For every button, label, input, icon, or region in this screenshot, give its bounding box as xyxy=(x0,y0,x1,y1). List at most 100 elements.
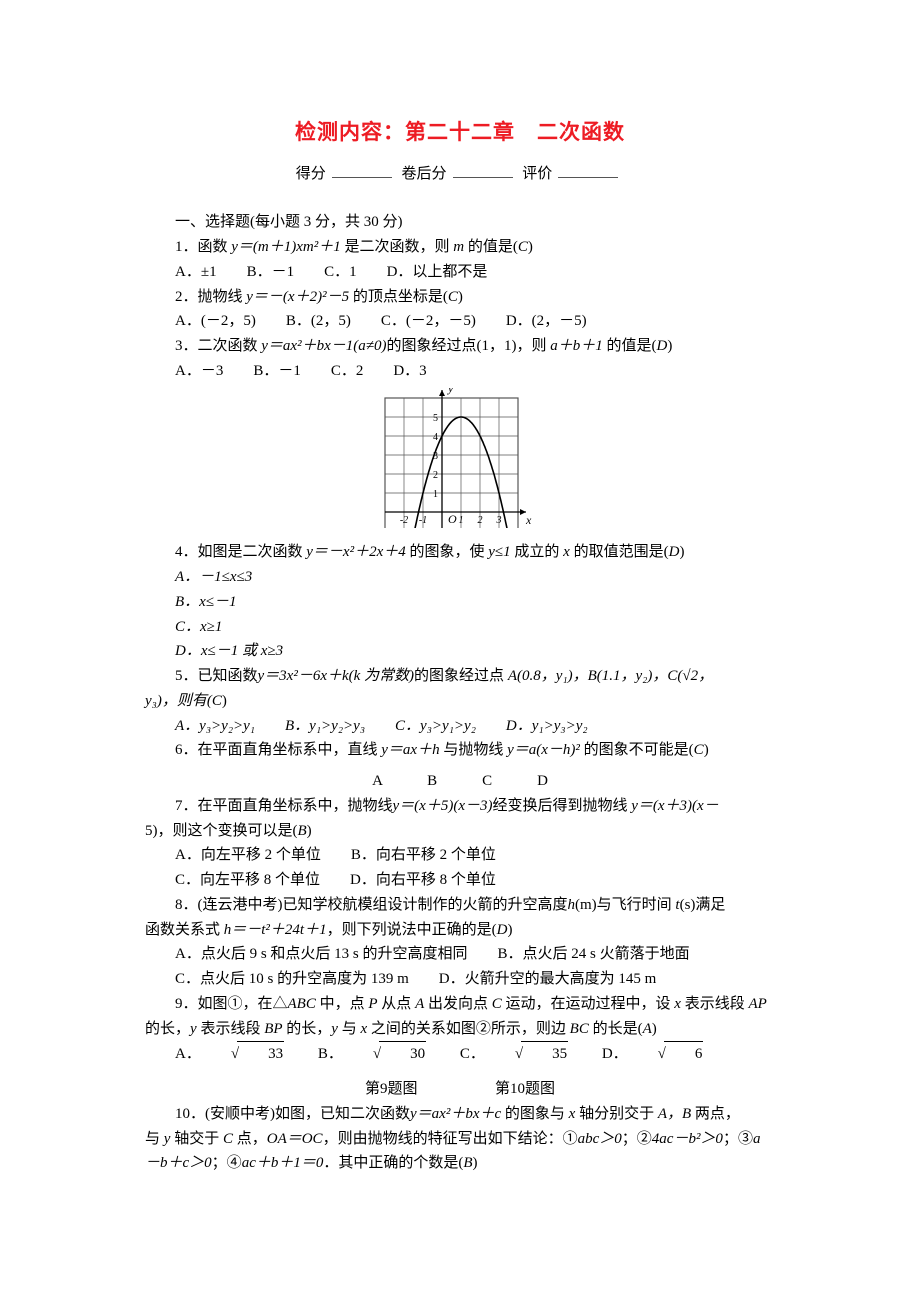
q5-options: A．y₃>y₂>y₁ B．y₁>y₂>y₃ C．y₃>y₁>y₂ D．y₁>y₃… xyxy=(145,714,775,739)
q2-text-b: 的顶点坐标是( xyxy=(349,289,448,305)
q1-m: m xyxy=(453,239,464,255)
q4-answer: D xyxy=(669,544,680,560)
q9-text-h: 的长， xyxy=(283,1021,332,1037)
q9-line2a: 的长， xyxy=(145,1021,190,1037)
q10-text-e: 轴交于 xyxy=(170,1131,223,1147)
q10-text-c: 轴分别交于 xyxy=(575,1106,658,1122)
q4-ob-t: B．x≤－1 xyxy=(175,594,237,610)
svg-text:1: 1 xyxy=(433,489,438,500)
q3: 3．二次函数 y＝ax²＋bx－1(a≠0)的图象经过点(1，1)，则 a＋b＋… xyxy=(145,334,775,359)
q1-text-b: 是二次函数，则 xyxy=(341,239,454,255)
q8-opts-2: C．点火后 10 s 的升空高度为 139 m D．火箭升空的最大高度为 145… xyxy=(145,967,775,992)
q2-text-c: ) xyxy=(458,289,463,305)
q4-od: D．x≤－1 或 x≥3 xyxy=(145,639,775,664)
q2-options: A．(－2，5) B．(2，5) C．(－2，－5) D．(2，－5) xyxy=(145,309,775,334)
q9-oa-v: 33 xyxy=(237,1041,284,1067)
svg-text:y: y xyxy=(447,388,454,395)
q10-text-i: ；③ xyxy=(723,1131,753,1147)
q10-e2: 4ac－b²＞0 xyxy=(652,1131,723,1147)
q7-expr1: y＝(x＋5)(x－3) xyxy=(393,798,493,814)
q10: 10．(安顺中考)如图，已知二次函数 y＝ax²＋bx＋c 的图象与 x 轴分别… xyxy=(145,1102,775,1176)
q8-text-d: ，则下列说法中正确的是( xyxy=(327,922,497,938)
q10-text-j: ；④ xyxy=(212,1155,242,1171)
q6-text-c: 的图象不可能是( xyxy=(580,742,694,758)
q9-y: y xyxy=(190,1021,197,1037)
q9-oa-pre: A． xyxy=(175,1046,201,1062)
q3-text-a: 3．二次函数 xyxy=(175,338,261,354)
q4-text-e: ) xyxy=(679,544,684,560)
q10-expr: y＝ax²＋bx＋c xyxy=(410,1106,501,1122)
q3-text-b: 的图象经过点(1，1)，则 xyxy=(386,338,550,354)
q5: 5．已知函数 y＝3x²－6x＋k(k 为常数)的图象经过点 A(0.8，y₁)… xyxy=(145,664,775,714)
q7-tail: 5)，则这个变换可以是( xyxy=(145,823,298,839)
q4-oc-t: C．x≥1 xyxy=(175,619,222,635)
q6-text-b: 与抛物线 xyxy=(440,742,508,758)
q9: 9．如图①，在△ABC 中，点 P 从点 A 出发向点 C 运动，在运动过程中，… xyxy=(145,992,775,1042)
q3-exprb: a＋b＋1 xyxy=(550,338,603,354)
q9-od-v: 6 xyxy=(664,1041,704,1067)
q9-x: x xyxy=(674,996,681,1012)
q9-text-e: 运动，在运动过程中，设 xyxy=(502,996,675,1012)
svg-text:4: 4 xyxy=(433,432,438,443)
fig10-label: 第10题图 xyxy=(495,1081,555,1097)
q10-e4: ac＋b＋1＝0 xyxy=(242,1155,324,1171)
q9-spacer xyxy=(145,1067,775,1073)
q3-answer: D xyxy=(656,338,667,354)
q10-c: C xyxy=(223,1131,233,1147)
q10-e3: a xyxy=(753,1131,761,1147)
q9-answer: A xyxy=(643,1021,652,1037)
q5-expr: y＝3x²－6x＋k(k 为常数) xyxy=(258,668,415,684)
q9-text-m: 的长是( xyxy=(589,1021,643,1037)
q2: 2．抛物线 y＝－(x＋2)²－5 的顶点坐标是(C) xyxy=(145,285,775,310)
q9-od-pre: D． xyxy=(572,1046,628,1062)
q7-expr2: y＝(x＋3)(x－ xyxy=(631,798,718,814)
q7-opts-2: C．向左平移 8 个单位 D．向右平移 8 个单位 xyxy=(145,868,775,893)
q7-text-b: 经变换后得到抛物线 xyxy=(492,798,631,814)
q5-text-b: 的图象经过点 xyxy=(414,668,508,684)
svg-text:-1: -1 xyxy=(419,515,427,526)
q1: 1．函数 y＝(m＋1)xm²＋1 是二次函数，则 m 的值是(C) xyxy=(145,235,775,260)
q9-ap: AP xyxy=(748,996,766,1012)
q8: 8．(连云港中考)已知学校航模组设计制作的火箭的升空高度 h(m)与飞行时间 t… xyxy=(145,893,775,943)
q8-text-e: ) xyxy=(507,922,512,938)
q4-od-t: D．x≤－1 或 x≥3 xyxy=(175,643,283,659)
q8-text-b: (m)与飞行时间 xyxy=(575,897,675,913)
sqrt-icon: 6 xyxy=(628,1041,704,1067)
q7-text-a: 7．在平面直角坐标系中，抛物线 xyxy=(145,794,393,819)
svg-text:3: 3 xyxy=(496,515,502,526)
sqrt-icon: 30 xyxy=(343,1041,426,1067)
q10-e1: abc＞0 xyxy=(578,1131,622,1147)
q10-text-k: ．其中正确的个数是( xyxy=(323,1155,463,1171)
q1-text-c: 的值是( xyxy=(464,239,518,255)
q10-answer: B xyxy=(463,1155,472,1171)
svg-text:-2: -2 xyxy=(400,515,408,526)
q4-text-c: 成立的 xyxy=(511,544,564,560)
svg-text:5: 5 xyxy=(433,413,438,424)
q10-ab: A，B xyxy=(658,1106,691,1122)
q9-text-l: 之间的关系如图②所示，则边 xyxy=(367,1021,570,1037)
sqrt-icon: 33 xyxy=(201,1041,284,1067)
q8-answer: D xyxy=(497,922,508,938)
q9-c: C xyxy=(492,996,502,1012)
sqrt-icon: 35 xyxy=(485,1041,568,1067)
exam-page: 检测内容：第二十二章 二次函数 得分 卷后分 评价 一、选择题(每小题 3 分，… xyxy=(0,0,920,1236)
q1-answer: C xyxy=(518,239,528,255)
q1-text-d: ) xyxy=(528,239,533,255)
q7: 7．在平面直角坐标系中，抛物线 y＝(x＋5)(x－3)经变换后得到抛物线 y＝… xyxy=(145,794,775,844)
q9-bc: BC xyxy=(570,1021,589,1037)
q9-text-d: 出发向点 xyxy=(424,996,492,1012)
q4-chart: -2-112312345Oxy xyxy=(145,388,775,537)
q9-bp: BP xyxy=(264,1021,282,1037)
q10-text-f: 点， xyxy=(233,1131,267,1147)
q4-expr: y＝－x²＋2x＋4 xyxy=(306,544,405,560)
q4-oa: A．－1≤x≤3 xyxy=(145,565,775,590)
q10-text-a: 10．(安顺中考)如图，已知二次函数 xyxy=(145,1102,410,1127)
score-line: 得分 卷后分 评价 xyxy=(145,162,775,187)
q6-exprP: y＝a(x－h)² xyxy=(507,742,580,758)
q6-options: A B C D xyxy=(145,769,775,794)
svg-text:x: x xyxy=(525,513,532,527)
q4-oa-t: A．－1≤x≤3 xyxy=(175,569,252,585)
q2-expr: y＝－(x＋2)²－5 xyxy=(246,289,349,305)
q3-expr: y＝ax²＋bx－1(a≠0) xyxy=(261,338,386,354)
svg-text:1: 1 xyxy=(459,515,464,526)
